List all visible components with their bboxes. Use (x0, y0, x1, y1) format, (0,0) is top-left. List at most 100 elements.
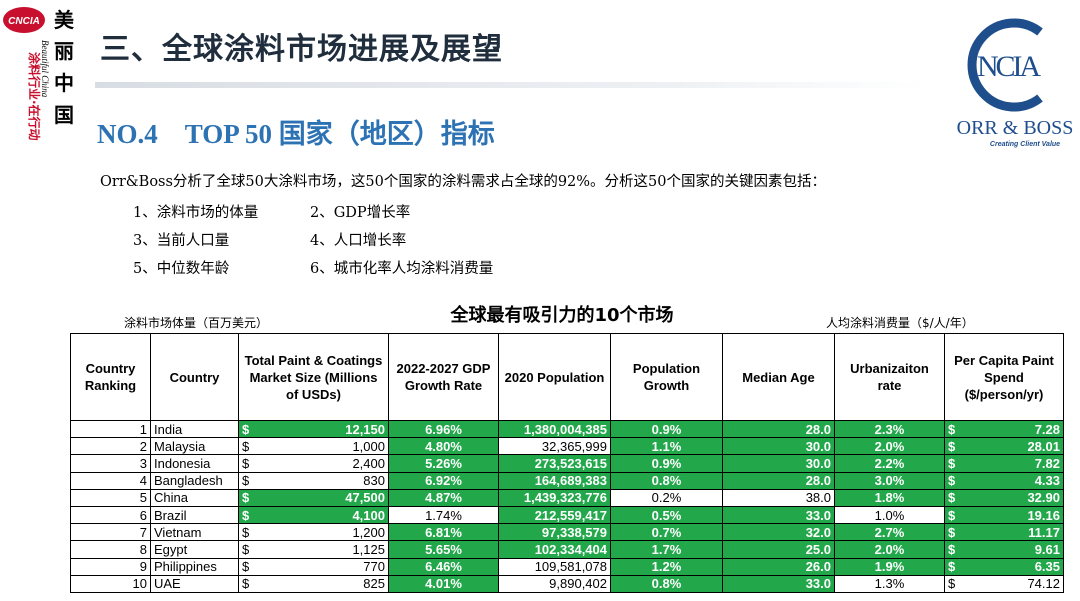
currency: $ (242, 541, 250, 557)
currency: $ (242, 421, 250, 437)
cell-value: 7.28 (1034, 421, 1060, 437)
logo-motto: 涂料行业·在行动 (27, 52, 42, 141)
money-cell: $11.17 (944, 523, 1064, 542)
currency: $ (242, 490, 250, 506)
slogan-char: 丽 (54, 39, 74, 63)
table-cell: 102,334,404 (498, 540, 611, 559)
money-cell: $6.35 (944, 557, 1064, 576)
table-cell: 0.7% (610, 523, 723, 542)
table-cell: 0.9% (610, 454, 723, 473)
table-cell: 4.01% (388, 574, 499, 593)
money: $830 (242, 473, 385, 488)
table-title: 全球最有吸引力的10个市场 (450, 305, 674, 326)
currency: $ (242, 576, 250, 592)
table-cell: 97,338,579 (498, 523, 611, 542)
title-rule (95, 82, 925, 88)
money-cell: $4,100 (238, 505, 389, 525)
column-header: Median Age (722, 333, 835, 421)
currency: $ (948, 473, 956, 489)
table-row: 5 China $47,500 4.87% 1,439,323,776 0.2% 38.0 1… (70, 488, 1064, 507)
table-row: 2 Malaysia $1,000 4.80% 32,365,999 1.1% 30.0 2.… (70, 437, 1064, 456)
table-cell: Bangladesh (150, 471, 239, 490)
table-cell: 2.0% (834, 540, 945, 559)
table-cell: 1.8% (834, 488, 945, 507)
money: $825 (242, 576, 385, 591)
money: $6.35 (948, 559, 1060, 574)
cell-value: 32.90 (1027, 490, 1060, 506)
table-cell: 0.9% (610, 419, 723, 439)
table-cell: Egypt (150, 540, 239, 559)
money-cell: $7.82 (944, 454, 1064, 473)
table-cell: 1,380,004,385 (498, 419, 611, 439)
table-cell: 5 (70, 488, 151, 507)
cell-value: 830 (363, 473, 385, 489)
table-row: 8 Egypt $1,125 5.65% 102,334,404 1.7% 25.0 2.0%… (70, 540, 1064, 559)
money: $12,150 (242, 422, 385, 437)
slogan-char: 美 (54, 8, 75, 32)
table-cell: UAE (150, 574, 239, 593)
money: $4,100 (242, 508, 385, 523)
cell-value: 4,100 (352, 507, 385, 523)
table-cell: 4.80% (388, 437, 499, 456)
column-header: Total Paint & Coatings Market Size (Mill… (238, 333, 389, 421)
table-cell: 1.2% (610, 557, 723, 576)
logo-abbr: NCIA (977, 50, 1041, 83)
table-cell: 1.74% (388, 505, 499, 525)
table-cell: 212,559,417 (498, 505, 611, 525)
table-cell: Malaysia (150, 437, 239, 456)
money: $74.12 (948, 576, 1060, 591)
table-row: 4 Bangladesh $830 6.92% 164,689,383 0.8% 28.0 3… (70, 471, 1064, 490)
slogan-char: 国 (54, 103, 74, 127)
money: $32.90 (948, 490, 1060, 505)
money: $19.16 (948, 508, 1060, 523)
cell-value: 7.82 (1034, 455, 1060, 471)
logo-latin: Beautiful China (40, 40, 50, 98)
factor: 2、GDP增长率 (310, 205, 411, 221)
currency: $ (242, 473, 250, 489)
table-cell: 1.3% (834, 574, 945, 593)
table-cell: 9,890,402 (498, 574, 611, 593)
money-cell: $4.33 (944, 471, 1064, 490)
table-note: 人均涂料消费量（$/人/年） (826, 316, 974, 330)
factor: 1、涂料市场的体量 (133, 205, 259, 221)
table-cell: 0.5% (610, 505, 723, 525)
currency: $ (948, 421, 956, 437)
money: $770 (242, 559, 385, 574)
factor: 5、中位数年龄 (133, 261, 230, 277)
table-cell: 2.2% (834, 454, 945, 473)
table-cell: 2 (70, 437, 151, 456)
money: $2,400 (242, 456, 385, 471)
money: $9.61 (948, 542, 1060, 557)
table-row: 3 Indonesia $2,400 5.26% 273,523,615 0.9% 30.0… (70, 454, 1064, 473)
table-cell: China (150, 488, 239, 507)
money: $7.28 (948, 422, 1060, 437)
logo-ring (967, 18, 1043, 112)
money-cell: $19.16 (944, 505, 1064, 525)
column-header: Population Growth (610, 333, 723, 421)
currency: $ (242, 455, 250, 471)
column-header: Per Capita Paint Spend ($/person/yr) (944, 333, 1064, 421)
factor: 3、当前人口量 (133, 233, 230, 249)
table-cell: 30.0 (722, 454, 835, 473)
table-cell: India (150, 419, 239, 439)
table-cell: 38.0 (722, 488, 835, 507)
cell-value: 770 (363, 559, 385, 575)
money: $1,125 (242, 542, 385, 557)
table-cell: 33.0 (722, 505, 835, 525)
table-cell: 273,523,615 (498, 454, 611, 473)
cell-value: 74.12 (1027, 576, 1060, 592)
logo-tagline: Creating Client Value (990, 141, 1060, 148)
cell-value: 1,125 (352, 541, 385, 557)
table-cell: 6.96% (388, 419, 499, 439)
table-cell: 6.81% (388, 523, 499, 542)
money-cell: $74.12 (944, 574, 1064, 593)
currency: $ (948, 559, 956, 575)
table-cell: 0.2% (610, 488, 723, 507)
table-row: 6 Brazil $4,100 1.74% 212,559,417 0.5% 33.0 1.0… (70, 505, 1064, 525)
money: $1,000 (242, 439, 385, 454)
cell-value: 9.61 (1034, 541, 1060, 557)
table-row: 7 Vietnam $1,200 6.81% 97,338,579 0.7% 32.0 2.7… (70, 523, 1064, 542)
logo-badge (3, 7, 45, 33)
